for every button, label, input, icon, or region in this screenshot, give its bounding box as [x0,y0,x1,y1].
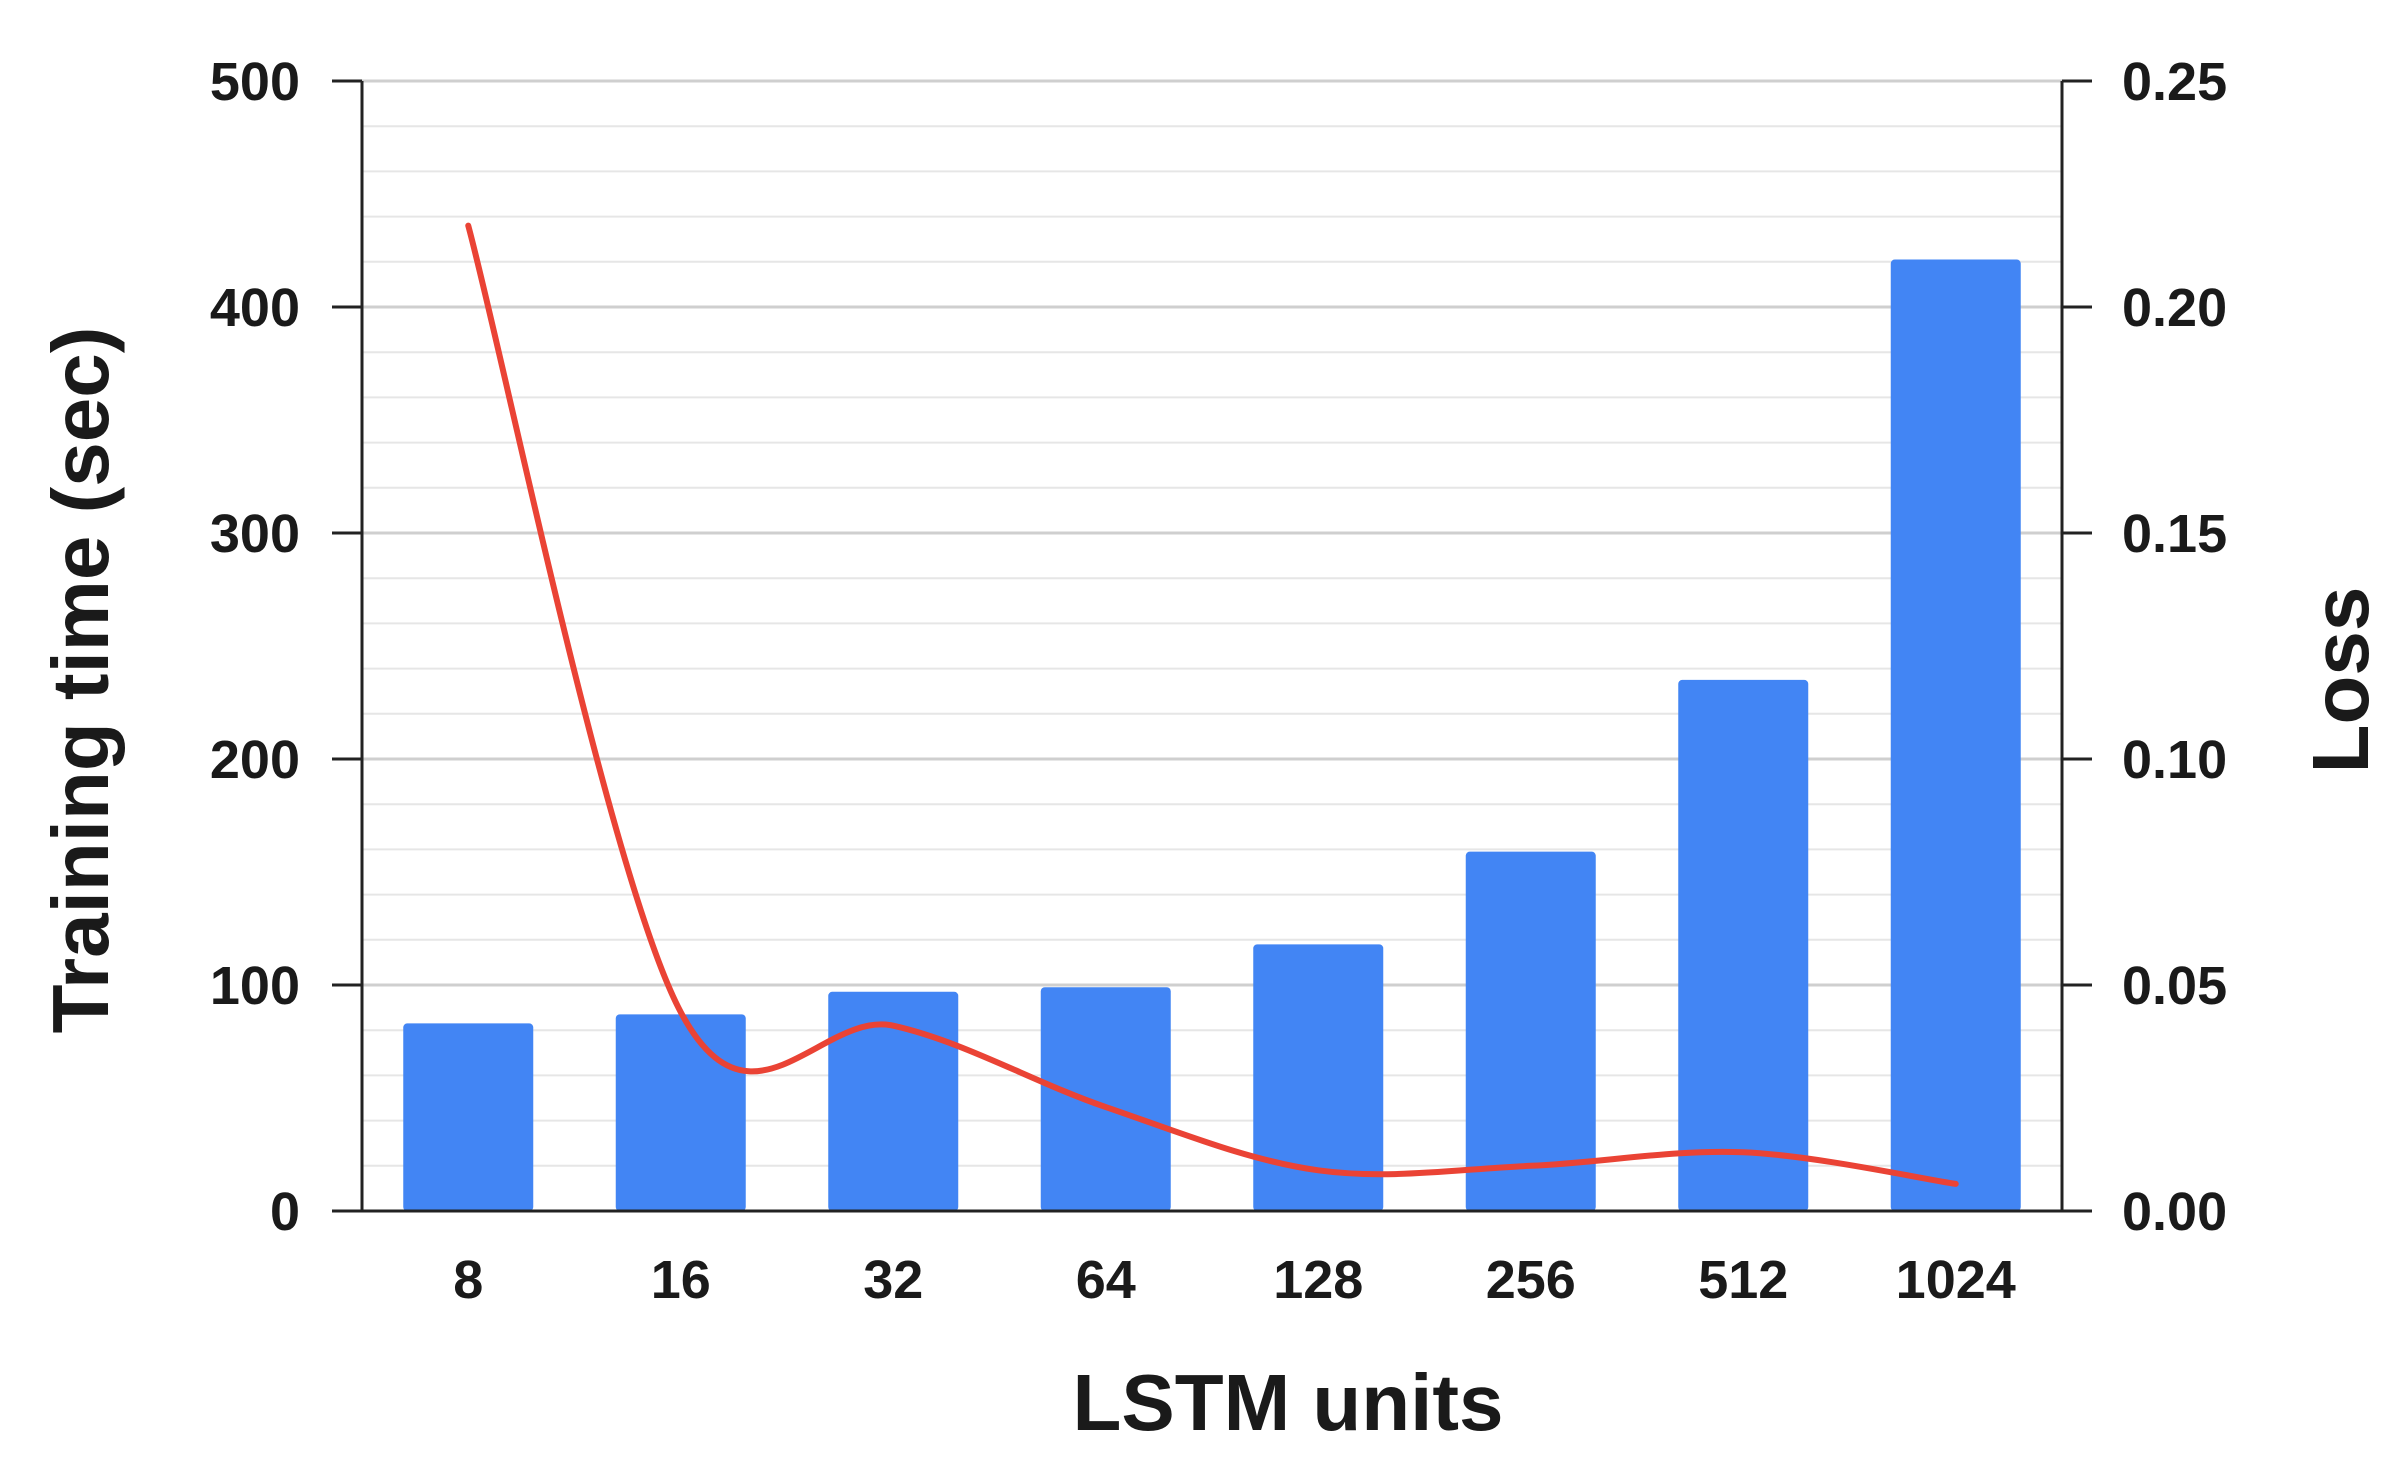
x-tick-label: 16 [651,1250,711,1310]
y-axis-title: Training time (sec) [36,327,125,1034]
bar-16 [615,1014,746,1211]
bar-256 [1465,851,1596,1211]
x-tick-label: 512 [1698,1250,1788,1310]
y2-tick-label: 0.00 [2122,1182,2227,1242]
x-tick-label: 64 [1076,1250,1136,1310]
y-tick-label: 500 [210,52,300,112]
y2-tick-label: 0.25 [2122,52,2227,112]
y-tick-label: 300 [210,504,300,564]
x-tick-label: 8 [453,1250,483,1310]
y2-tick-label: 0.10 [2122,730,2227,790]
bar-8 [403,1023,534,1211]
loss-line [465,222,1959,1187]
x-tick-label: 256 [1486,1250,1576,1310]
bar-64 [1040,987,1171,1211]
y-tick-label: 0 [270,1182,300,1242]
loss-line-series [465,222,1959,1187]
bar-512 [1678,679,1809,1211]
x-tick-label: 32 [863,1250,923,1310]
bar-series [403,259,2021,1211]
x-tick-label: 1024 [1896,1250,2016,1310]
x-axis-title: LSTM units [1072,1358,1503,1447]
y2-axis-title: Loss [2296,587,2385,774]
bar-1024 [1890,259,2021,1211]
y2-tick-label: 0.15 [2122,504,2227,564]
y2-tick-label: 0.20 [2122,278,2227,338]
axes [332,79,2092,1213]
bar-128 [1253,944,1384,1211]
y-tick-label: 100 [210,956,300,1016]
y2-tick-label: 0.05 [2122,956,2227,1016]
x-tick-label: 128 [1273,1250,1363,1310]
y-tick-label: 400 [210,278,300,338]
grid-lines [362,79,2062,1167]
bar-32 [828,991,959,1211]
y-tick-label: 200 [210,730,300,790]
tick-labels: 0 100 200 300 400 500 0.00 0.05 0.10 0.15 0.20 0.25… [210,52,2227,1310]
